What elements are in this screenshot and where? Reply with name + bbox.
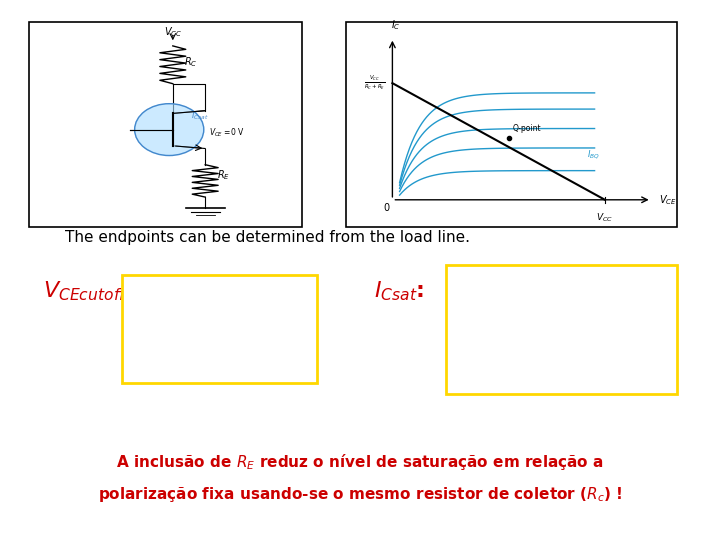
Text: $I_C$: $I_C$	[391, 18, 401, 32]
Text: $V_{CC}$: $V_{CC}$	[596, 212, 613, 224]
Text: $V_{CE} = V_{CC}$: $V_{CE} = V_{CC}$	[187, 302, 252, 318]
Text: $V_{CE}$: $V_{CE}$	[659, 193, 677, 207]
Text: $I_{Csat}$: $I_{Csat}$	[191, 110, 209, 123]
Text: $I_{BQ}$: $I_{BQ}$	[587, 148, 600, 161]
Text: Q-point: Q-point	[513, 124, 541, 133]
Text: $R_E$: $R_E$	[217, 168, 230, 183]
Text: $V_{CEcutoff}$:: $V_{CEcutoff}$:	[43, 280, 133, 303]
Text: $I_{Csat}$:: $I_{Csat}$:	[374, 280, 425, 303]
Text: $I_C = 0\,\mathrm{mA}$: $I_C = 0\,\mathrm{mA}$	[187, 342, 252, 359]
Text: $V_{CE} = 0\,\mathrm{V}$: $V_{CE} = 0\,\mathrm{V}$	[531, 288, 593, 305]
Text: polarização fixa usando-se o mesmo resistor de coletor ($R_c$) !: polarização fixa usando-se o mesmo resis…	[98, 484, 622, 504]
Text: 0: 0	[384, 203, 390, 213]
Text: $I_C = \dfrac{V_{CC}}{R_C + R_E}$: $I_C = \dfrac{V_{CC}}{R_C + R_E}$	[521, 339, 602, 372]
FancyBboxPatch shape	[446, 265, 677, 394]
Circle shape	[135, 104, 204, 156]
Text: $V_{CE} = 0\,\mathrm{V}$: $V_{CE} = 0\,\mathrm{V}$	[209, 126, 244, 139]
FancyBboxPatch shape	[122, 275, 317, 383]
FancyBboxPatch shape	[29, 22, 302, 227]
Text: A inclusão de $R_E$ reduz o nível de saturação em relação a: A inclusão de $R_E$ reduz o nível de sat…	[116, 451, 604, 472]
FancyBboxPatch shape	[346, 22, 677, 227]
Text: $R_C$: $R_C$	[184, 55, 197, 69]
Text: $\frac{V_{CC}}{R_C+R_E}$: $\frac{V_{CC}}{R_C+R_E}$	[364, 74, 385, 92]
Text: $V_{CC}$: $V_{CC}$	[163, 25, 182, 39]
Text: The endpoints can be determined from the load line.: The endpoints can be determined from the…	[65, 230, 470, 245]
